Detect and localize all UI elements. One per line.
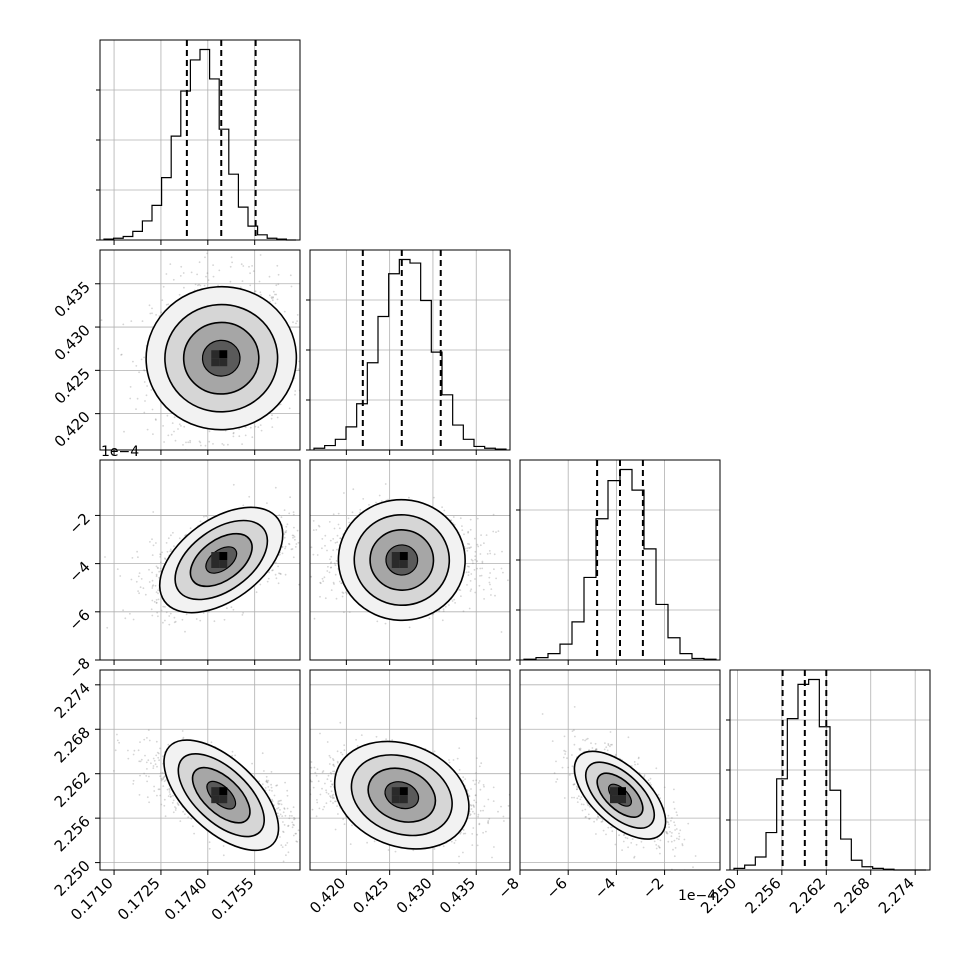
x-axis-0 (113, 450, 256, 455)
scatter-points (113, 729, 300, 863)
x-axis-1: 0.420 0.425 0.430 0.435 (306, 870, 479, 917)
y-tick-label: −8 (65, 654, 93, 682)
y-tick-label: 2.274 (51, 679, 94, 722)
y-tick-label: −2 (65, 510, 93, 538)
density-peak (618, 787, 626, 796)
density-peak (391, 552, 400, 560)
scatter-points (100, 252, 300, 450)
density-peak (219, 350, 228, 359)
x-tick-label: 0.1740 (161, 874, 211, 924)
density-peak (211, 560, 220, 568)
x-axis-1 (345, 450, 477, 455)
y-tick-label: 0.425 (51, 364, 94, 407)
density-peak (399, 552, 408, 560)
scatter-panel-2-1 (309, 459, 511, 661)
x-tick-label: 2.262 (786, 874, 829, 917)
y-tick-label: 2.262 (51, 768, 94, 811)
x-tick-label: 0.1755 (208, 874, 258, 924)
y-tick-label: 0.430 (51, 321, 94, 364)
panel-frame (519, 459, 721, 661)
scatter-panel-3-0 (99, 669, 301, 871)
x-tick-label: 0.1725 (114, 874, 164, 924)
density-peak (618, 795, 626, 804)
density-peak (219, 552, 228, 560)
scatter-points (310, 712, 510, 864)
panel-frame (99, 249, 301, 451)
panel-frame (729, 669, 931, 871)
y-tick-label: 2.256 (51, 812, 94, 855)
scatter-panel-3-1 (309, 669, 511, 871)
density-peak (610, 787, 618, 796)
density-peak (391, 795, 400, 804)
x-axis-2 (519, 660, 666, 665)
x-tick-label: 0.420 (306, 874, 349, 917)
x-axis-0 (113, 660, 256, 665)
x-axis-3: 2.250 2.256 2.262 2.268 2.274 (697, 870, 918, 917)
panel-frame (309, 249, 511, 451)
x-tick-label: 0.425 (349, 874, 392, 917)
x-tick-label: 2.268 (830, 874, 873, 917)
scatter-points (541, 706, 697, 870)
histogram-step (313, 258, 507, 450)
x-tick-label: 2.256 (742, 874, 785, 917)
density-peak (219, 560, 228, 568)
scatter-panel-2-0 (99, 459, 301, 661)
histogram-panel-0 (96, 39, 301, 241)
x-tick-label: −4 (591, 874, 619, 902)
histogram-panel-1 (306, 249, 511, 451)
density-peak (211, 358, 220, 367)
density-peak (219, 795, 228, 804)
density-peak (211, 552, 220, 560)
x-tick-label: −2 (639, 874, 667, 902)
histogram-panel-3 (726, 669, 931, 871)
y-tick-label: 0.420 (51, 408, 94, 451)
density-peak (610, 795, 618, 804)
density-peak (399, 560, 408, 568)
scatter-points (104, 483, 300, 633)
y-axis-2: −8 −6 −4 −2 (65, 510, 100, 682)
density-peak (399, 787, 408, 796)
x-tick-label: 0.435 (436, 874, 479, 917)
x-offset-label: 1e−4 (678, 888, 716, 904)
x-tick-label: −6 (543, 874, 571, 902)
density-peak (399, 795, 408, 804)
density-peak (391, 787, 400, 796)
scatter-panel-1-0 (99, 249, 301, 451)
panel-frame (99, 669, 301, 871)
x-tick-label: 0.430 (393, 874, 436, 917)
panel-frame (99, 39, 301, 241)
x-axis-1 (345, 660, 477, 665)
panel-frame (99, 459, 301, 661)
scatter-points (310, 483, 509, 633)
density-peak (211, 787, 220, 796)
x-axis-0 (113, 240, 256, 245)
histogram-step (733, 678, 926, 871)
y-tick-label: 2.268 (51, 723, 94, 766)
panel-frame (309, 669, 511, 871)
panel-frame (519, 669, 721, 871)
density-peak (219, 358, 228, 367)
x-tick-label: −8 (494, 874, 522, 902)
density-peak (211, 350, 220, 359)
density-peak (391, 560, 400, 568)
histogram-panel-2 (516, 459, 721, 661)
density-peak (219, 787, 228, 796)
density-peak (211, 795, 220, 804)
y-tick-label: 0.435 (51, 278, 94, 321)
y-tick-label: −6 (65, 606, 93, 634)
y-tick-label: −4 (65, 558, 93, 586)
scatter-panel-3-2 (519, 669, 721, 871)
histogram-step (103, 48, 296, 241)
panel-frame (309, 459, 511, 661)
y-offset-label: 1e−4 (101, 444, 139, 460)
x-tick-label: 2.274 (875, 874, 918, 917)
x-axis-2: −8 −6 −4 −2 (494, 870, 667, 902)
